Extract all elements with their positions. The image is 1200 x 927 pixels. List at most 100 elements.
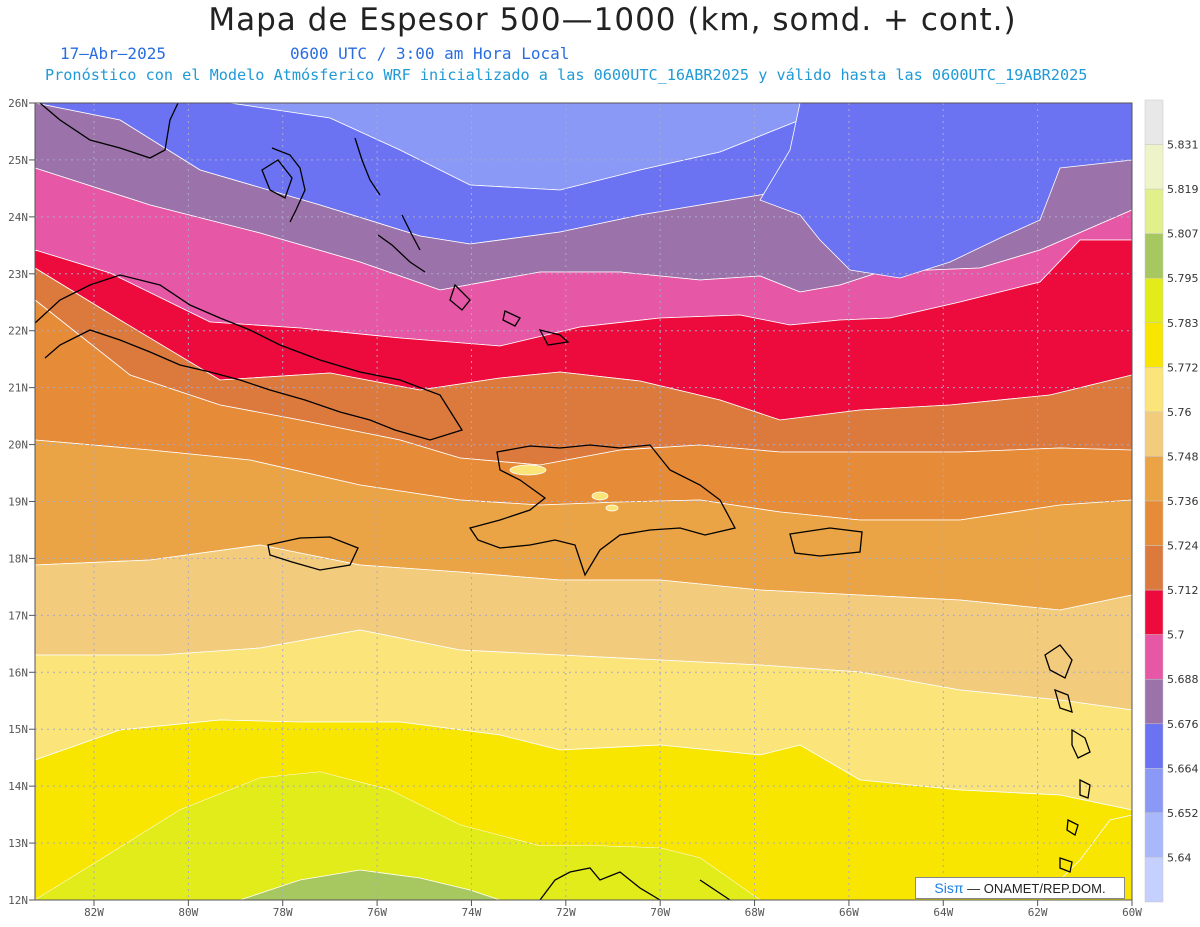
longitude-tick-label: 82W bbox=[84, 906, 104, 919]
coastline bbox=[271, 147, 306, 223]
coastline bbox=[1044, 644, 1073, 679]
colorbar-level-label: 5.676 bbox=[1167, 718, 1199, 731]
latitude-labels: 26N 25N 24N 23N 22N 21N 20N 19N 18N 17N 16N 15N 14N 1… bbox=[8, 97, 35, 907]
coastline bbox=[267, 536, 359, 571]
colorbar-swatch bbox=[1144, 411, 1164, 457]
coastline bbox=[39, 102, 179, 159]
latitude-tick-label: 19N bbox=[8, 496, 28, 509]
colorbar-level-label: 5.831 bbox=[1167, 139, 1199, 152]
coastline bbox=[468, 444, 736, 577]
colorbar-swatch bbox=[1144, 188, 1164, 234]
coastline bbox=[354, 137, 381, 196]
coastline bbox=[502, 310, 521, 327]
colorbar-swatch bbox=[1144, 589, 1164, 635]
colorbar: 5.831 5.819 5.807 5.795 5.783 5.772 5.76 5.748 5… bbox=[1144, 99, 1199, 903]
colorbar-level-label: 5.712 bbox=[1167, 584, 1199, 597]
colorbar-swatch bbox=[1144, 634, 1164, 680]
high-thickness-cell bbox=[605, 504, 619, 512]
coastline bbox=[699, 879, 731, 901]
thickness-bands bbox=[33, 102, 1133, 901]
latitude-tick-label: 14N bbox=[8, 780, 28, 793]
colorbar-swatch bbox=[1144, 857, 1164, 903]
latitude-tick-label: 26N bbox=[8, 97, 28, 110]
longitude-labels: 82W 80W 78W 76W 74W 72W 70W 68W 66W 64W 62W 60W bbox=[84, 900, 1142, 919]
coastline bbox=[1079, 778, 1091, 799]
colorbar-swatch bbox=[1144, 812, 1164, 858]
colorbar-swatch bbox=[1144, 678, 1164, 725]
coastline bbox=[401, 214, 421, 251]
longitude-tick-label: 74W bbox=[462, 906, 482, 919]
colorbar-level-label: 5.724 bbox=[1167, 540, 1199, 553]
longitude-tick-label: 68W bbox=[745, 906, 765, 919]
latitude-tick-label: 16N bbox=[8, 666, 28, 679]
latitude-tick-label: 23N bbox=[8, 268, 28, 281]
longitude-tick-label: 76W bbox=[367, 906, 387, 919]
coastline bbox=[377, 234, 426, 273]
coastline bbox=[538, 329, 570, 346]
colorbar-swatch bbox=[1144, 456, 1164, 502]
latitude-tick-label: 17N bbox=[8, 609, 28, 622]
colorbar-swatch bbox=[1144, 144, 1164, 190]
sispi-logo: Sisπ bbox=[934, 880, 964, 896]
colorbar-level-label: 5.664 bbox=[1167, 762, 1199, 775]
colorbar-swatch bbox=[1144, 723, 1164, 769]
colorbar-swatch bbox=[1144, 768, 1164, 814]
coastline bbox=[539, 867, 661, 901]
coastlines bbox=[34, 102, 1091, 901]
coastline bbox=[1059, 857, 1073, 873]
colorbar-level-label: 5.748 bbox=[1167, 450, 1199, 463]
longitude-tick-label: 80W bbox=[178, 906, 198, 919]
longitude-tick-label: 60W bbox=[1122, 906, 1142, 919]
latitude-tick-label: 18N bbox=[8, 552, 28, 565]
signature-box: Sisπ — ONAMET/REP.DOM. bbox=[915, 877, 1125, 899]
colorbar-swatch bbox=[1144, 367, 1164, 413]
latitude-tick-label: 25N bbox=[8, 154, 28, 167]
colorbar-level-label: 5.819 bbox=[1167, 183, 1199, 196]
colorbar-swatch bbox=[1144, 277, 1164, 324]
onamet-label: — ONAMET/REP.DOM. bbox=[967, 881, 1106, 896]
high-thickness-cell bbox=[591, 491, 609, 501]
map-title: Mapa de Espesor 500—1000 (km, somd. + co… bbox=[208, 2, 1017, 38]
latitude-tick-label: 24N bbox=[8, 211, 28, 224]
colorbar-level-label: 5.736 bbox=[1167, 495, 1199, 508]
latitude-tick-label: 15N bbox=[8, 723, 28, 736]
colorbar-level-label: 5.688 bbox=[1167, 673, 1199, 686]
forecast-validity: Pronóstico con el Modelo Atmósferico WRF… bbox=[45, 66, 1088, 84]
latitude-tick-label: 22N bbox=[8, 325, 28, 338]
colorbar-level-label: 5.652 bbox=[1167, 807, 1199, 820]
coastline bbox=[789, 527, 863, 557]
forecast-time: 0600 UTC / 3:00 am Hora Local bbox=[290, 44, 570, 63]
colorbar-level-label: 5.76 bbox=[1167, 406, 1192, 419]
forecast-date: 17—Abr—2025 bbox=[60, 44, 166, 63]
colorbar-level-label: 5.7 bbox=[1167, 629, 1185, 642]
latitude-tick-label: 20N bbox=[8, 439, 28, 452]
coastline bbox=[1066, 818, 1079, 837]
longitude-tick-label: 64W bbox=[933, 906, 953, 919]
latitude-tick-label: 12N bbox=[8, 894, 28, 907]
colorbar-swatch bbox=[1144, 99, 1164, 145]
coastline bbox=[1054, 688, 1073, 713]
longitude-tick-label: 72W bbox=[556, 906, 576, 919]
longitude-tick-label: 78W bbox=[273, 906, 293, 919]
latitude-tick-label: 21N bbox=[8, 382, 28, 395]
colorbar-swatch bbox=[1144, 322, 1164, 368]
colorbar-swatch bbox=[1144, 500, 1164, 546]
coastline bbox=[1071, 728, 1091, 759]
colorbar-swatch bbox=[1144, 545, 1164, 591]
latitude-tick-label: 13N bbox=[8, 837, 28, 850]
longitude-tick-label: 66W bbox=[839, 906, 859, 919]
thickness-band-green bbox=[35, 772, 1132, 900]
colorbar-level-label: 5.807 bbox=[1167, 228, 1199, 241]
coastline bbox=[449, 283, 471, 311]
high-thickness-cell bbox=[509, 464, 547, 476]
colorbar-level-label: 5.795 bbox=[1167, 272, 1199, 285]
longitude-tick-label: 62W bbox=[1028, 906, 1048, 919]
colorbar-level-label: 5.772 bbox=[1167, 361, 1199, 374]
coastline bbox=[34, 274, 463, 441]
coastline bbox=[261, 159, 293, 199]
island-highlights bbox=[509, 464, 619, 512]
colorbar-swatch bbox=[1144, 233, 1164, 279]
colorbar-level-label: 5.783 bbox=[1167, 317, 1199, 330]
